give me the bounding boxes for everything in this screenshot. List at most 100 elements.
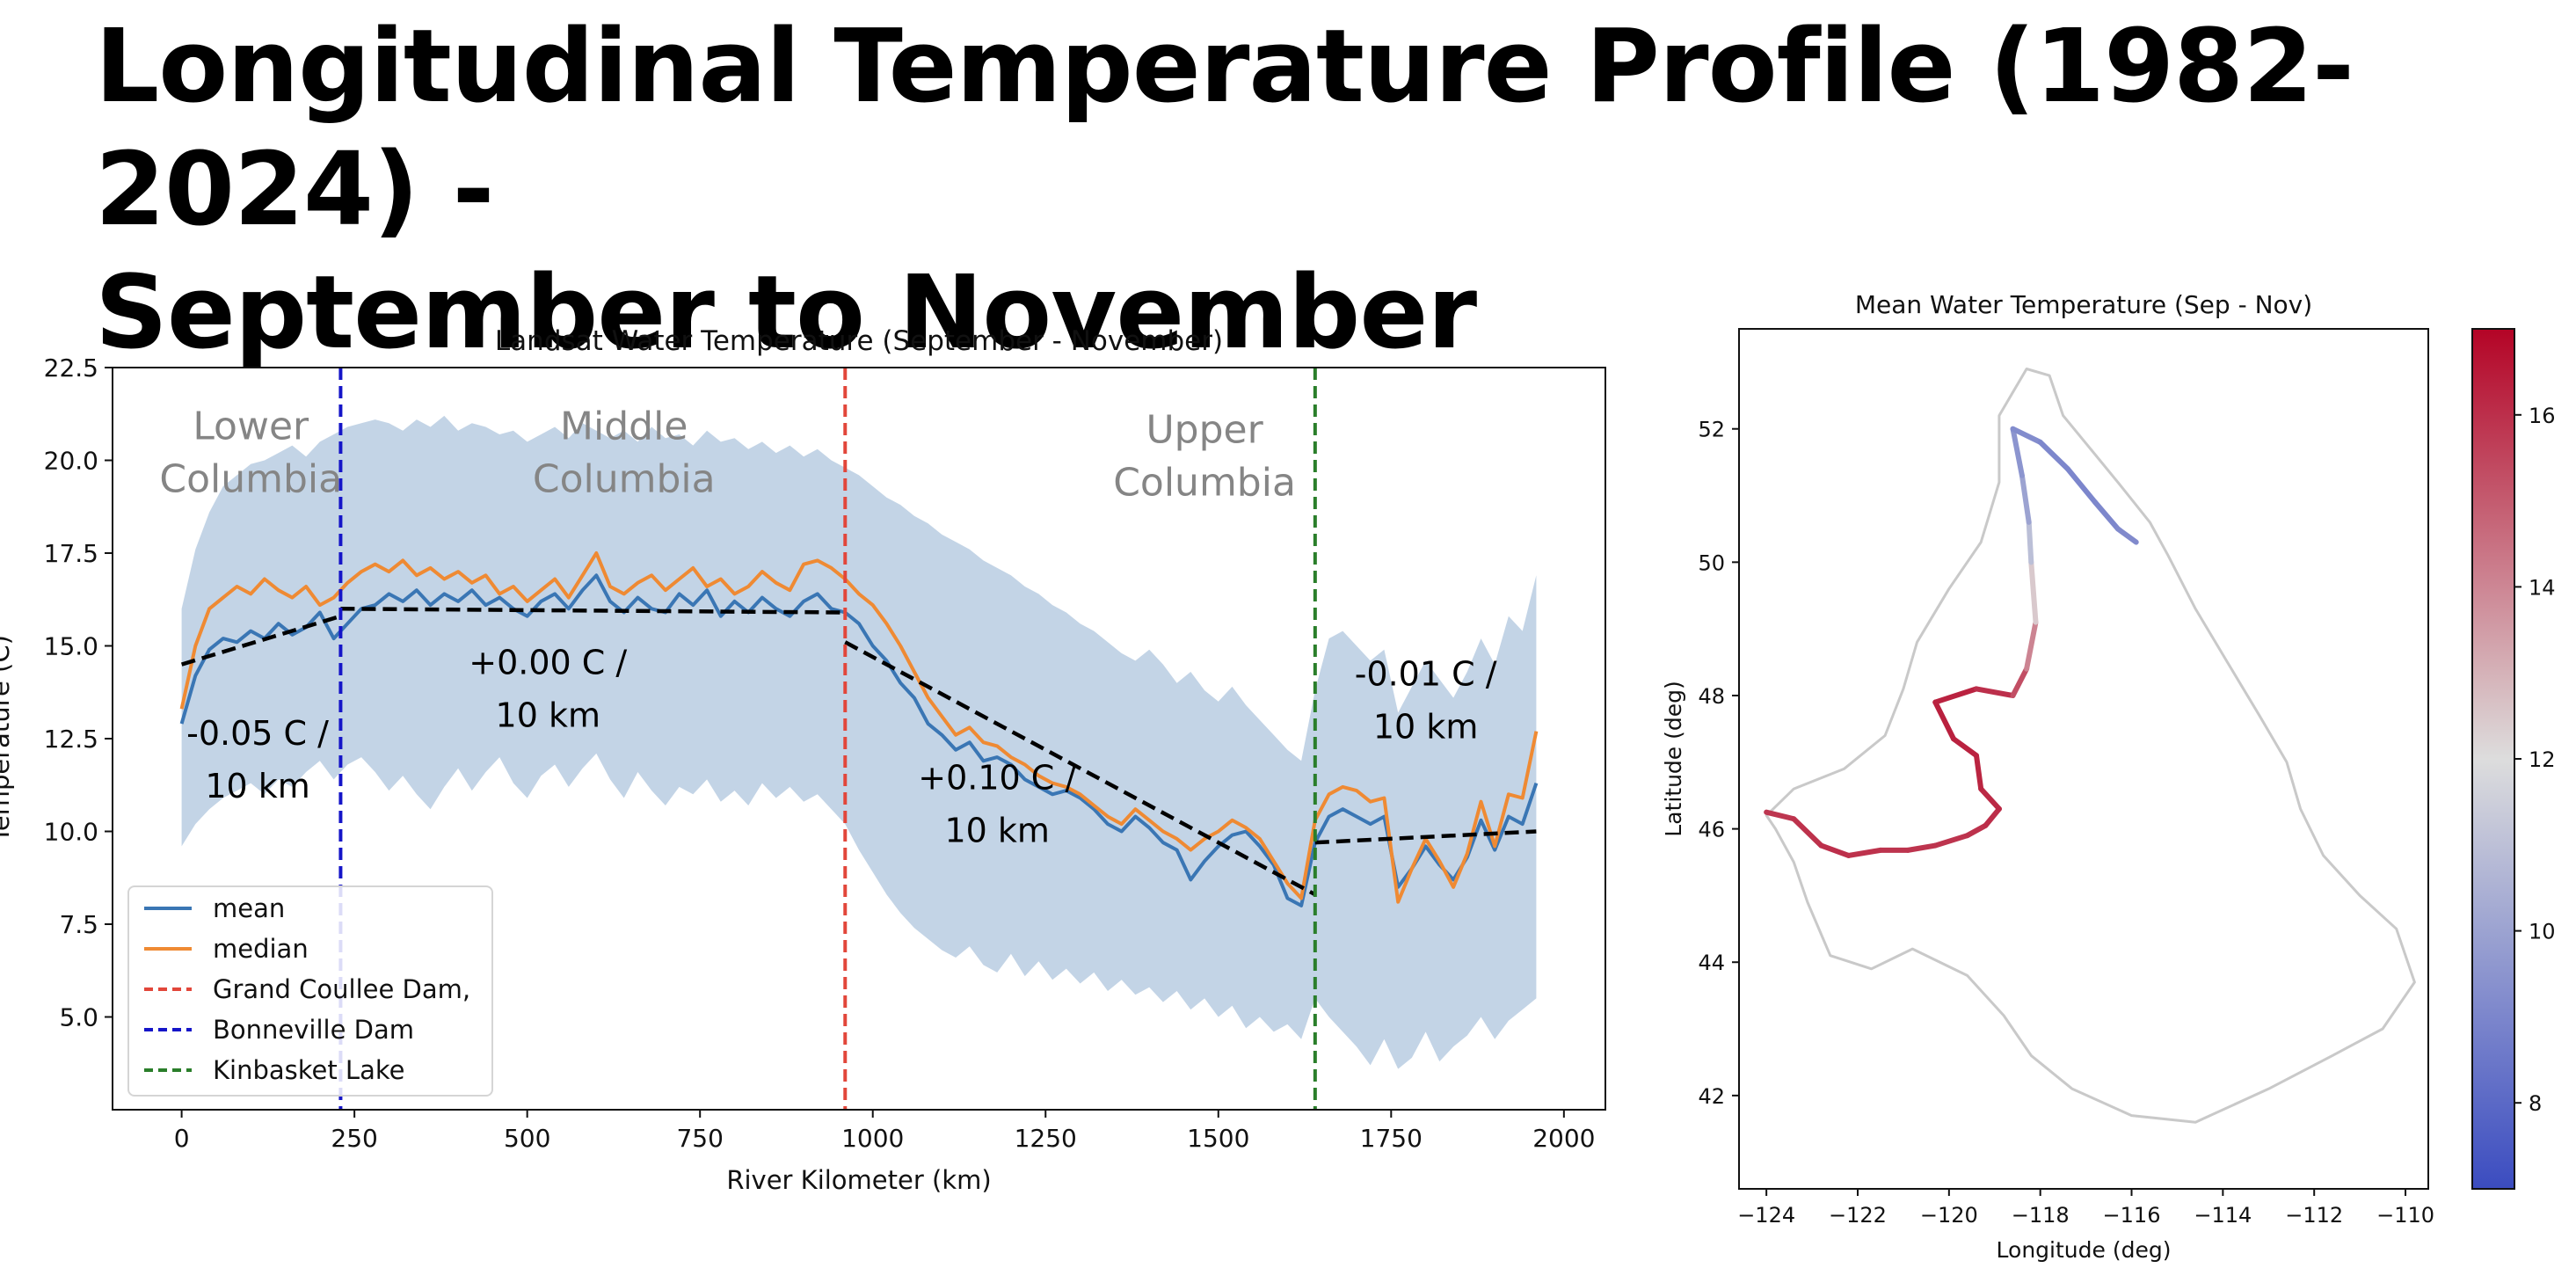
map-x-tick-label: −118 <box>2012 1203 2070 1228</box>
y-tick-label: 22.5 <box>44 353 98 383</box>
reach-label-2-line-1: Middle <box>560 404 688 449</box>
map-y-tick-label: 52 <box>1698 418 1725 442</box>
colorbar-tick-label: 14 <box>2529 575 2556 600</box>
river-mainstem-segment <box>1764 809 1797 822</box>
y-tick-label: 15.0 <box>44 632 98 661</box>
legend-label-2: median <box>213 934 309 964</box>
colorbar-tick-label: 12 <box>2529 747 2556 772</box>
map-y-tick-label: 44 <box>1698 951 1725 975</box>
river-mainstem-segment <box>1932 833 1970 849</box>
river-tributary-segment <box>2010 426 2043 445</box>
reach-label-3-line-1: Upper <box>1146 408 1263 453</box>
map-x-tick-label: −110 <box>2376 1203 2434 1228</box>
y-tick-label: 5.0 <box>59 1003 98 1032</box>
map-x-axis-label: Longitude (deg) <box>1997 1237 2172 1263</box>
map-x-tick-label: −122 <box>1829 1203 1887 1228</box>
y-tick-label: 10.0 <box>44 818 98 847</box>
x-tick-label: 500 <box>504 1124 550 1153</box>
trend-label-2-line-1: +0.00 C / <box>469 644 627 682</box>
map-x-tick-label: −112 <box>2285 1203 2343 1228</box>
river-mainstem-segment <box>2026 519 2034 565</box>
legend-label-3: Grand Coullee Dam, <box>213 974 470 1004</box>
river-mainstem-segment <box>1983 805 2002 828</box>
river-mainstem-segment <box>1905 842 1939 853</box>
river-mainstem-segment <box>2010 666 2030 698</box>
x-tick-label: 1250 <box>1015 1124 1077 1153</box>
river-tributary-segment <box>2114 526 2139 545</box>
reach-label-2-line-2: Columbia <box>533 457 716 502</box>
trend-label-3-line-2: 10 km <box>944 812 1049 850</box>
basin-outline <box>1765 368 2416 1124</box>
map-y-tick-label: 42 <box>1698 1084 1725 1109</box>
reach-label-1-line-2: Columbia <box>159 457 342 502</box>
map-y-axis-label: Latitude (deg) <box>1661 681 1686 836</box>
trend-line-3 <box>844 640 1316 897</box>
map-x-tick-label: −120 <box>1920 1203 1978 1228</box>
slide-title-line-1: Longitudinal Temperature Profile (1982-2… <box>95 8 2354 249</box>
trend-label-2-line-2: 10 km <box>496 696 600 735</box>
river-mainstem-segment <box>1973 686 2016 698</box>
y-tick-label: 20.0 <box>44 447 98 476</box>
series-line-mean <box>179 573 1539 907</box>
x-tick-label: 2000 <box>1532 1124 1595 1153</box>
x-tick-label: 250 <box>331 1124 377 1153</box>
river-mainstem-segment <box>2028 559 2039 625</box>
map-frame <box>1738 328 2429 1190</box>
map-y-tick-label: 46 <box>1698 818 1725 842</box>
series-line-median <box>179 551 1539 904</box>
y-tick-label: 7.5 <box>59 910 98 939</box>
profile-chart-title: Landsat Water Temperature (September - N… <box>495 325 1223 357</box>
river-mainstem-segment <box>1845 847 1883 858</box>
x-tick-label: 1500 <box>1187 1124 1249 1153</box>
river-mainstem-segment <box>1818 842 1852 858</box>
colorbar-tick-label: 8 <box>2529 1091 2542 1116</box>
river-mainstem-segment <box>1932 699 1957 742</box>
map-title: Mean Water Temperature (Sep - Nov) <box>1855 290 2312 319</box>
y-axis-label: Temperature (C) <box>0 635 15 843</box>
colorbar-tick-label: 16 <box>2529 404 2556 428</box>
river-tributary-segment <box>2092 499 2121 532</box>
reach-label-1-line-1: Lower <box>193 404 309 449</box>
trend-label-4-line-1: -0.01 C / <box>1355 654 1497 693</box>
legend-label-5: Kinbasket Lake <box>213 1055 404 1085</box>
river-mainstem-segment <box>1964 822 1989 839</box>
trend-label-1-line-2: 10 km <box>205 767 309 805</box>
x-tick-label: 750 <box>676 1124 723 1153</box>
colorbar <box>2471 328 2515 1190</box>
reach-label-3-line-2: Columbia <box>1113 461 1296 506</box>
river-mainstem-segment <box>1791 816 1824 849</box>
map-x-tick-label: −116 <box>2103 1203 2161 1228</box>
river-mainstem-segment <box>1951 736 1979 759</box>
map-y-tick-label: 50 <box>1698 550 1725 575</box>
river-mainstem-segment <box>1932 686 1979 705</box>
river-tributary-segment <box>2037 439 2070 472</box>
river-mainstem-segment <box>2010 426 2025 478</box>
x-tick-label: 1750 <box>1360 1124 1423 1153</box>
river-mainstem-segment <box>1978 786 2002 812</box>
map-x-tick-label: −114 <box>2194 1203 2252 1228</box>
river-mainstem-segment <box>2024 619 2039 672</box>
slide-title: Longitudinal Temperature Profile (1982-2… <box>95 5 2469 375</box>
legend-label-1: mean <box>213 893 285 923</box>
trend-line-4 <box>1314 829 1537 845</box>
x-tick-label: 1000 <box>841 1124 904 1153</box>
legend-label-4: Bonneville Dam <box>213 1015 414 1045</box>
y-tick-label: 17.5 <box>44 539 98 568</box>
trend-label-1-line-1: -0.05 C / <box>186 714 329 753</box>
river-tributary-segment <box>2064 466 2098 506</box>
trend-label-3-line-1: +0.10 C / <box>918 759 1076 798</box>
temperature-range-band <box>181 415 1537 1069</box>
map-y-tick-label: 48 <box>1698 684 1725 709</box>
x-axis-label: River Kilometer (km) <box>726 1165 991 1195</box>
trend-label-4-line-2: 10 km <box>1373 707 1478 746</box>
river-mainstem-segment <box>1973 753 1984 792</box>
river-mainstem-segment <box>2019 472 2032 525</box>
trend-line-1 <box>180 614 342 667</box>
map-x-tick-label: −124 <box>1737 1203 1795 1228</box>
slide-title-line-2: September to November <box>95 254 1477 372</box>
legend-box <box>127 885 493 1097</box>
y-tick-label: 12.5 <box>44 725 98 754</box>
x-tick-label: 0 <box>174 1124 190 1153</box>
colorbar-tick-label: 10 <box>2529 920 2556 944</box>
